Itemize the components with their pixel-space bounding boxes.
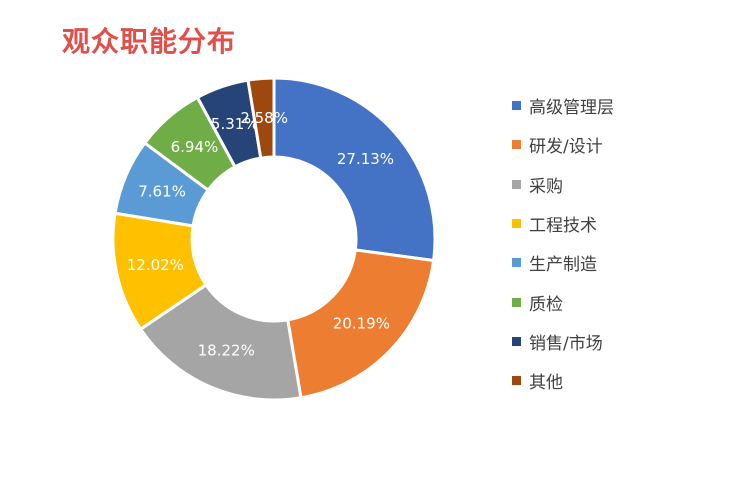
legend-item-质检: 质检 [512, 282, 614, 321]
slice-label-研发-设计: 20.19% [333, 314, 390, 332]
legend-swatch [512, 297, 521, 307]
legend-item-其他: 其他 [512, 361, 614, 400]
legend-item-工程技术: 工程技术 [512, 204, 614, 243]
legend-item-研发-设计: 研发/设计 [512, 125, 614, 164]
slice-label-采购: 18.22% [198, 342, 255, 360]
legend-swatch [512, 376, 521, 386]
legend-item-高级管理层: 高级管理层 [512, 86, 614, 125]
legend-item-采购: 采购 [512, 165, 614, 204]
legend-swatch [512, 258, 521, 268]
slice-采购 [138, 282, 303, 402]
legend-item-生产制造: 生产制造 [512, 243, 614, 282]
slice-label-工程技术: 12.02% [127, 256, 184, 274]
slice-label-高级管理层: 27.13% [337, 150, 394, 168]
legend-label: 销售/市场 [529, 333, 603, 354]
legend-swatch [512, 336, 521, 346]
legend-label: 生产制造 [529, 255, 597, 276]
slice-label-其他: 2.58% [240, 109, 288, 127]
legend-label: 其他 [529, 373, 563, 394]
chart-legend: 高级管理层研发/设计采购工程技术生产制造质检销售/市场其他 [512, 86, 614, 400]
legend-label: 采购 [529, 176, 563, 197]
slice-其他 [246, 76, 276, 160]
slice-label-销售-市场: 5.31% [211, 115, 259, 133]
legend-swatch [512, 140, 521, 150]
legend-label: 工程技术 [529, 216, 597, 237]
legend-swatch [512, 179, 521, 189]
legend-item-销售-市场: 销售/市场 [512, 322, 614, 361]
slice-label-质检: 6.94% [171, 138, 219, 156]
legend-swatch [512, 101, 521, 111]
slice-高级管理层 [272, 76, 437, 263]
legend-label: 研发/设计 [529, 137, 603, 158]
legend-label: 质检 [529, 294, 563, 315]
slice-研发-设计 [286, 248, 436, 400]
chart-title: 观众职能分布 [62, 25, 237, 58]
slice-label-生产制造: 7.61% [138, 183, 186, 201]
legend-label: 高级管理层 [529, 98, 614, 119]
legend-swatch [512, 219, 521, 229]
